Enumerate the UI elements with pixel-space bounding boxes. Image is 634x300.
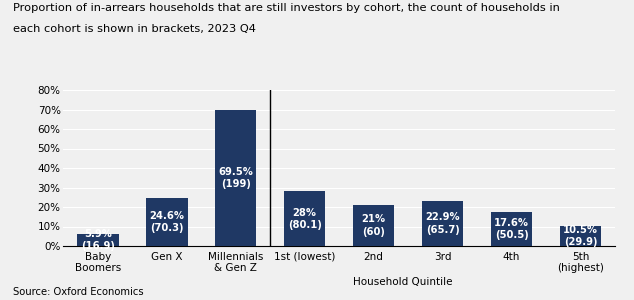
Text: 24.6%
(70.3): 24.6% (70.3): [150, 211, 184, 233]
Text: 22.9%
(65.7): 22.9% (65.7): [425, 212, 460, 235]
Bar: [422, 201, 463, 246]
Text: Proportion of in-arrears households that are still investors by cohort, the coun: Proportion of in-arrears households that…: [13, 3, 560, 13]
Text: Source: Oxford Economics: Source: Oxford Economics: [13, 287, 143, 297]
Text: 17.6%
(50.5): 17.6% (50.5): [494, 218, 529, 240]
Text: each cohort is shown in brackets, 2023 Q4: each cohort is shown in brackets, 2023 Q…: [13, 24, 256, 34]
Text: 28%
(80.1): 28% (80.1): [288, 208, 321, 230]
Text: Household Quintile: Household Quintile: [353, 277, 452, 286]
Bar: [353, 205, 394, 246]
Text: 5.9%
(16.9): 5.9% (16.9): [81, 229, 115, 251]
Text: 21%
(60): 21% (60): [361, 214, 385, 237]
Text: 10.5%
(29.9): 10.5% (29.9): [563, 225, 598, 247]
Bar: [146, 198, 188, 246]
Bar: [284, 191, 325, 246]
Text: 69.5%
(199): 69.5% (199): [218, 167, 253, 189]
Bar: [560, 226, 601, 246]
Bar: [491, 212, 532, 246]
Bar: [77, 235, 119, 246]
Bar: [215, 110, 256, 246]
